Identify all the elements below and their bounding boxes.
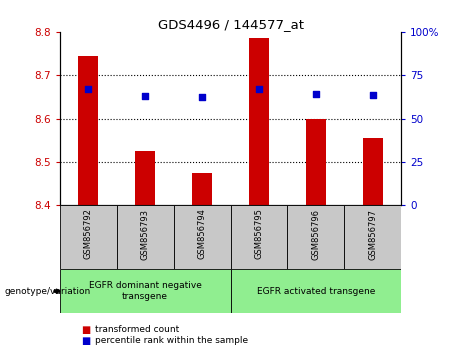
Text: GSM856795: GSM856795 xyxy=(254,209,263,259)
Title: GDS4496 / 144577_at: GDS4496 / 144577_at xyxy=(158,18,303,31)
Text: EGFR activated transgene: EGFR activated transgene xyxy=(257,287,375,296)
Point xyxy=(198,94,206,100)
Text: genotype/variation: genotype/variation xyxy=(5,287,91,296)
Text: GSM856796: GSM856796 xyxy=(311,209,320,259)
Bar xyxy=(117,205,174,269)
Text: ■: ■ xyxy=(81,336,90,346)
Bar xyxy=(60,205,117,269)
Bar xyxy=(135,151,155,205)
Bar xyxy=(249,38,269,205)
Bar xyxy=(287,205,344,269)
Bar xyxy=(192,173,212,205)
Bar xyxy=(306,119,326,205)
Text: transformed count: transformed count xyxy=(95,325,179,335)
Point xyxy=(369,92,376,98)
Bar xyxy=(174,205,230,269)
Text: GSM856797: GSM856797 xyxy=(368,209,377,259)
Bar xyxy=(230,269,401,313)
Point xyxy=(142,93,149,99)
Bar xyxy=(78,56,98,205)
Bar xyxy=(230,205,287,269)
Bar xyxy=(363,138,383,205)
Text: EGFR dominant negative
transgene: EGFR dominant negative transgene xyxy=(89,281,201,301)
Text: GSM856792: GSM856792 xyxy=(84,209,93,259)
Bar xyxy=(344,205,401,269)
Point xyxy=(312,91,319,97)
Text: percentile rank within the sample: percentile rank within the sample xyxy=(95,336,248,345)
Point xyxy=(85,86,92,92)
Bar xyxy=(60,269,230,313)
Text: GSM856794: GSM856794 xyxy=(198,209,207,259)
Point xyxy=(255,86,263,92)
Text: GSM856793: GSM856793 xyxy=(141,209,150,259)
Text: ■: ■ xyxy=(81,325,90,335)
